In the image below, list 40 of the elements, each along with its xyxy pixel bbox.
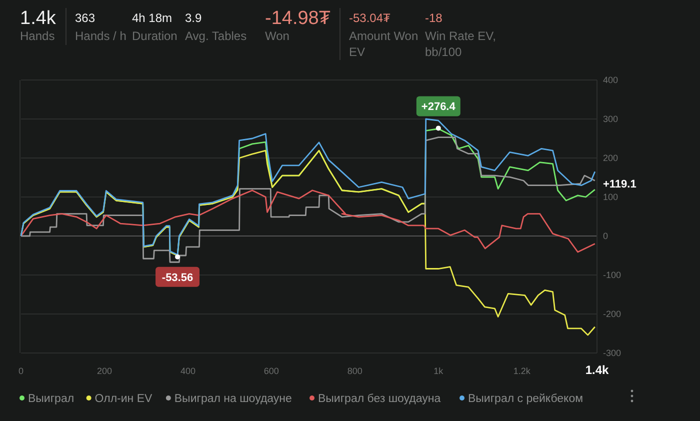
text: 4h 18m — [132, 11, 172, 25]
x-tick-label: 1k — [434, 366, 444, 376]
text: 1.4k — [20, 8, 56, 29]
y-tick-label: -200 — [603, 309, 622, 319]
y-tick-label: 400 — [603, 75, 618, 85]
text: Won — [265, 29, 290, 43]
legend-label: Олл-ин EV — [94, 393, 153, 405]
y-tick-label: 300 — [603, 114, 618, 124]
text: 363 — [75, 11, 96, 25]
x-tick-label: 1.4k — [585, 363, 609, 377]
legend-label: Выиграл на шоудауне — [174, 393, 292, 405]
text: Amount Won EV — [349, 29, 418, 59]
legend-label: Выиграл с рейкбеком — [468, 393, 584, 405]
x-tick-label: 800 — [347, 366, 362, 376]
text: Win Rate EV, bb/100 — [425, 29, 496, 59]
text: Duration — [132, 29, 178, 43]
annotation: -53.56 — [162, 272, 194, 284]
text: -53.04₮ — [349, 11, 392, 25]
legend-label: Выиграл без шоудауна — [318, 393, 442, 405]
x-tick-label: 400 — [180, 366, 196, 376]
y-tick-label: -300 — [603, 348, 622, 358]
y-tick-label: -100 — [603, 270, 622, 280]
text: Avg. Tables — [185, 29, 247, 43]
line-series — [20, 190, 596, 253]
text: 3.9 — [185, 11, 202, 25]
annotation: +276.4 — [421, 101, 456, 114]
annotation: +119.1 — [603, 178, 636, 191]
text: Hands — [20, 29, 55, 43]
text: -14.98₮ — [265, 8, 331, 29]
x-tick-label: 600 — [264, 366, 279, 376]
x-tick-label: 200 — [96, 366, 112, 376]
x-tick-label: 1.2k — [513, 366, 531, 376]
x-tick-label: 0 — [18, 366, 24, 376]
text: -18 — [425, 11, 443, 25]
text: Hands / h — [75, 29, 126, 43]
line-series — [20, 150, 596, 336]
y-tick-label: 100 — [603, 192, 618, 202]
y-tick-label: 0 — [603, 231, 608, 241]
y-tick-label: 200 — [603, 153, 618, 163]
legend-label: Выиграл — [28, 393, 74, 405]
